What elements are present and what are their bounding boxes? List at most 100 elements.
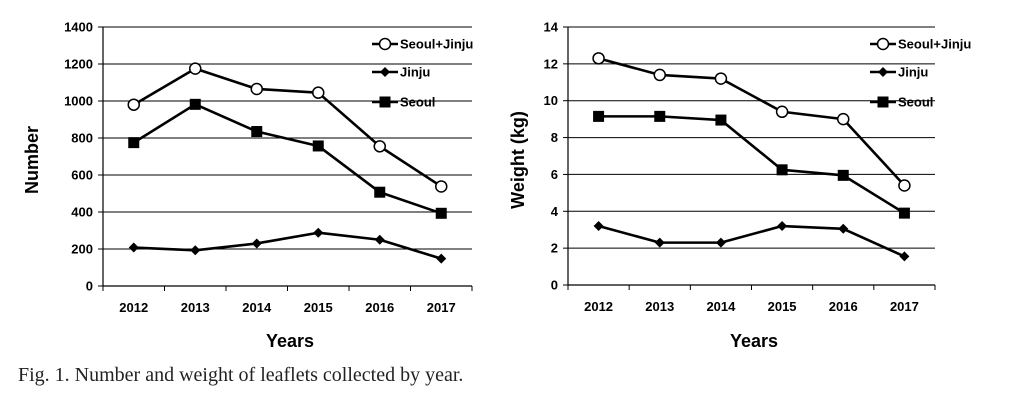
series-line [133, 103, 442, 215]
legend-label: Seoul+Jinju [400, 37, 473, 52]
data-point [714, 72, 728, 85]
x-axis-title: Years [730, 331, 778, 351]
y-axis-title: Weight (kg) [508, 111, 528, 209]
series-jinju [128, 227, 447, 264]
data-point [189, 62, 202, 75]
x-tick-label: 2016 [829, 299, 858, 314]
series-line [598, 115, 906, 215]
data-point [715, 237, 726, 248]
data-point [777, 221, 788, 232]
legend-entry: Seoul+Jinju [870, 37, 971, 52]
data-point [654, 110, 666, 122]
data-point [313, 227, 324, 238]
legend-marker [379, 96, 391, 108]
data-point [898, 207, 910, 219]
legend-marker [876, 37, 890, 51]
chart-panel-2: 0 2 4 6 8 10 12 14 2012 2013 2014 2015 2016 2017 Years… [508, 20, 971, 352]
series-line [133, 67, 442, 188]
legend-label: Seoul+Jinju [898, 37, 971, 52]
y-tick-label: 2 [551, 241, 558, 256]
x-tick-label: 2014 [242, 300, 272, 315]
chart-panel-1: 0 200 400 600 800 1000 1200 1400 2012 2013 2014 201… [22, 20, 473, 352]
data-point [838, 223, 849, 234]
y-tick-label: 600 [71, 168, 93, 183]
y-tick-label: 200 [71, 242, 93, 257]
y-tick-label: 1400 [64, 20, 93, 35]
data-point [436, 253, 447, 264]
data-point [435, 180, 448, 193]
legend-marker [877, 96, 889, 108]
data-point [776, 164, 788, 176]
data-point [312, 140, 324, 152]
data-point [374, 186, 386, 198]
y-tick-label: 0 [551, 278, 558, 293]
x-tick-label: 2012 [119, 300, 148, 315]
data-point [128, 242, 139, 253]
legend-label: Jinju [400, 65, 430, 80]
data-point [312, 86, 325, 99]
y-tick-label: 4 [551, 204, 559, 219]
series-line [133, 231, 442, 260]
series-jinju [593, 221, 910, 262]
y-tick-label: 1200 [64, 57, 93, 72]
series-seoul [593, 110, 910, 219]
data-point [837, 169, 849, 181]
data-point [715, 114, 727, 126]
y-tick-label: 14 [544, 20, 559, 35]
data-point [373, 140, 386, 153]
x-tick-label: 2015 [304, 300, 333, 315]
series-seoul-jinju [127, 62, 448, 193]
y-axis-title: Number [22, 126, 42, 194]
legend-entry: Jinju [870, 65, 928, 80]
legend-entry: Seoul [372, 95, 435, 110]
y-tick-label: 1000 [64, 94, 93, 109]
y-tick-label: 400 [71, 205, 93, 220]
legend-label: Seoul [898, 95, 933, 110]
x-tick-label: 2014 [706, 299, 736, 314]
legend-marker [878, 67, 888, 77]
data-point [898, 179, 911, 192]
y-tick-label: 8 [551, 130, 558, 145]
data-point [592, 52, 605, 65]
x-tick-label: 2015 [768, 299, 797, 314]
x-tick-label: 2013 [181, 300, 210, 315]
legend-marker [380, 67, 390, 77]
data-point [593, 221, 604, 232]
data-point [250, 82, 263, 96]
series-seoul-jinju [592, 52, 911, 192]
data-point [190, 245, 201, 256]
y-tick-label: 12 [544, 56, 558, 71]
x-tick-label: 2012 [584, 299, 613, 314]
data-point [127, 98, 140, 111]
data-point [251, 126, 263, 138]
series-seoul [128, 98, 447, 219]
x-tick-label: 2017 [427, 300, 456, 315]
data-point [128, 137, 140, 149]
series-line [598, 57, 906, 187]
data-point [899, 251, 910, 262]
legend-label: Seoul [400, 95, 435, 110]
data-point [251, 238, 262, 249]
y-tick-label: 10 [544, 93, 558, 108]
series-line [598, 224, 905, 258]
figure-caption: Fig. 1. Number and weight of leaflets co… [18, 364, 464, 386]
x-tick-label: 2013 [645, 299, 674, 314]
y-tick-label: 800 [71, 131, 93, 146]
data-point [593, 110, 605, 122]
x-tick-label: 2017 [890, 299, 919, 314]
legend-entry: Seoul+Jinju [372, 37, 473, 52]
legend-label: Jinju [898, 65, 928, 80]
data-point [775, 105, 789, 119]
x-tick-label: 2016 [365, 300, 394, 315]
x-axis-title: Years [266, 331, 314, 351]
data-point [189, 98, 201, 110]
data-point [374, 234, 385, 245]
legend-entry: Seoul [870, 95, 933, 110]
data-point [435, 207, 447, 219]
y-tick-label: 0 [86, 279, 93, 294]
y-tick-label: 6 [551, 167, 558, 182]
data-point [654, 237, 665, 248]
legend-entry: Jinju [372, 65, 430, 80]
data-point [837, 112, 850, 126]
